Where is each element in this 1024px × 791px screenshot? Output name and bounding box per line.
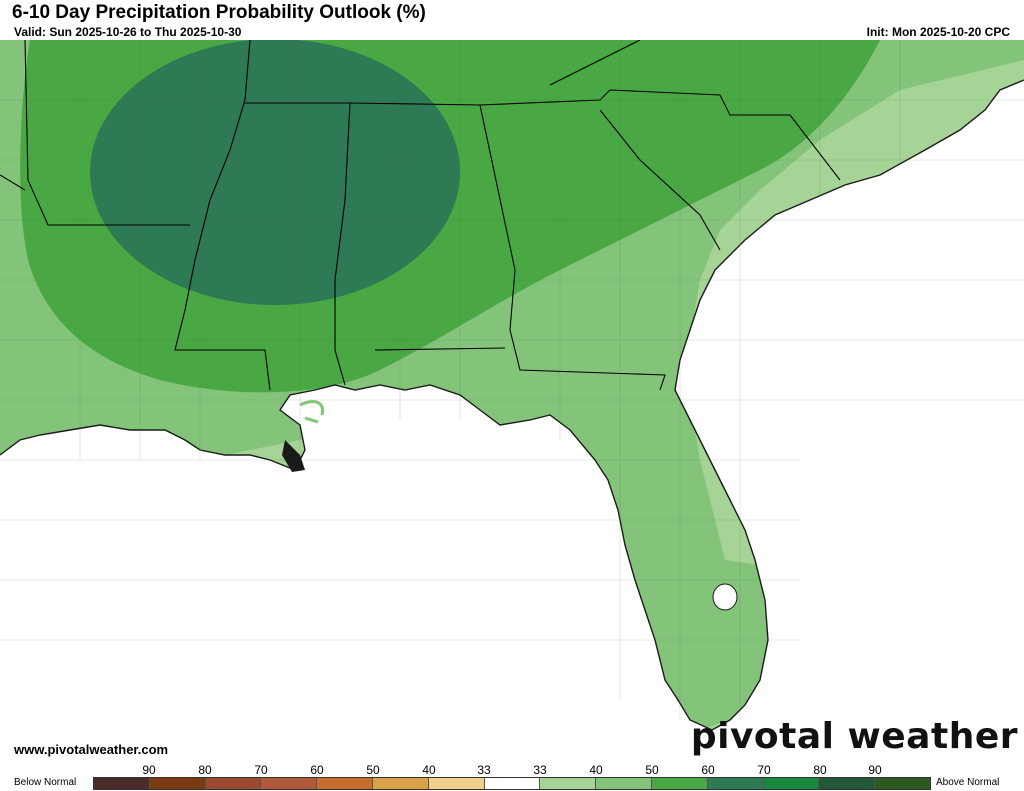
- valid-period: Valid: Sun 2025-10-26 to Thu 2025-10-30: [14, 25, 242, 39]
- brand-logo: pivotal weather: [690, 716, 1018, 757]
- map-title: 6-10 Day Precipitation Probability Outlo…: [12, 2, 426, 23]
- legend-tick: 50: [645, 763, 659, 777]
- legend-swatch: [205, 778, 262, 789]
- legend-tick: 80: [813, 763, 827, 777]
- legend-swatch: [651, 778, 708, 789]
- legend-tick: 90: [868, 763, 882, 777]
- legend-swatch: [875, 778, 930, 789]
- county-grid: [0, 40, 1024, 720]
- init-time: Init: Mon 2025-10-20 CPC: [866, 25, 1010, 39]
- legend-swatch: [261, 778, 318, 789]
- precip-outlook-map: [0, 40, 1024, 731]
- legend-tick: 50: [366, 763, 380, 777]
- legend-tick: 70: [757, 763, 771, 777]
- legend-tick: 90: [142, 763, 156, 777]
- state-borders: [0, 40, 841, 391]
- legend-tick: 60: [310, 763, 324, 777]
- legend-below-label: Below Normal: [14, 777, 77, 788]
- prob-zone-60-70: [90, 40, 460, 305]
- legend-swatch: [707, 778, 764, 789]
- legend-swatch: [484, 778, 541, 789]
- legend-tick: 80: [198, 763, 212, 777]
- website-url[interactable]: www.pivotalweather.com: [14, 742, 169, 757]
- legend-swatch: [819, 778, 876, 789]
- legend-tick: 40: [422, 763, 436, 777]
- coastline: [0, 79, 1024, 731]
- mississippi-delta: [282, 440, 305, 472]
- legend-swatch: [317, 778, 373, 789]
- legend-tick: 40: [589, 763, 603, 777]
- legend-swatch: [94, 778, 150, 789]
- legend-swatch: [596, 778, 652, 789]
- legend-tick: 70: [254, 763, 268, 777]
- map-panel[interactable]: [0, 40, 1024, 760]
- legend-tick: 60: [701, 763, 715, 777]
- legend-tick: 33: [477, 763, 491, 777]
- legend-swatch: [428, 778, 485, 789]
- legend-above-label: Above Normal: [936, 777, 1000, 788]
- barrier-islands: [299, 400, 325, 424]
- legend-swatch: [763, 778, 820, 789]
- legend-swatch: [149, 778, 206, 789]
- legend-swatch: [372, 778, 429, 789]
- lake-okeechobee: [712, 583, 738, 611]
- legend: Below Normal Above Normal 90 80 70 60 50…: [0, 762, 1024, 791]
- legend-colorbar: [93, 777, 931, 790]
- legend-tick: 33: [533, 763, 547, 777]
- legend-swatch: [540, 778, 597, 789]
